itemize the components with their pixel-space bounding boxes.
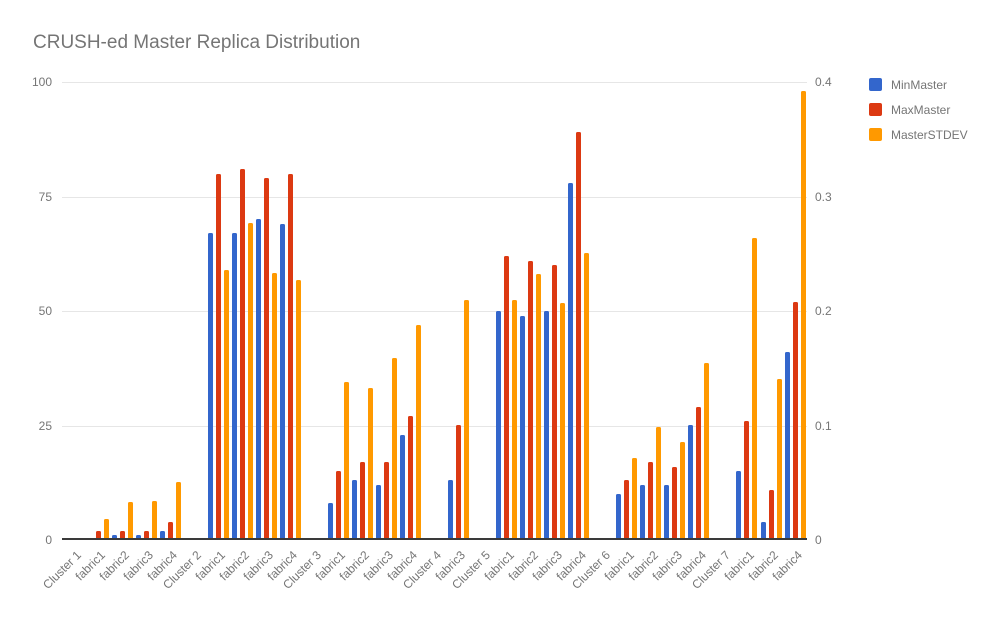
gridline-25	[62, 426, 807, 427]
bar-masterstdev-20[interactable]	[560, 303, 566, 540]
bar-masterstdev-28[interactable]	[752, 238, 758, 540]
bar-minmaster-26[interactable]	[688, 425, 694, 540]
bar-masterstdev-8[interactable]	[271, 273, 277, 540]
bar-maxmaster-24[interactable]	[648, 462, 654, 540]
bar-minmaster-13[interactable]	[375, 485, 381, 540]
right-axis-tick-label: 0.2	[815, 304, 832, 318]
bar-maxmaster-26[interactable]	[696, 407, 702, 540]
bar-minmaster-6[interactable]	[207, 233, 213, 540]
right-axis-tick-label: 0	[815, 533, 822, 547]
bar-maxmaster-14[interactable]	[408, 416, 413, 540]
bar-minmaster-18[interactable]	[496, 311, 502, 540]
gridline-100	[62, 82, 807, 83]
bar-maxmaster-16[interactable]	[456, 425, 461, 540]
bar-masterstdev-2[interactable]	[127, 502, 133, 540]
bar-masterstdev-7[interactable]	[247, 223, 253, 540]
legend-label: MasterSTDEV	[891, 127, 968, 142]
legend-label: MaxMaster	[891, 102, 951, 117]
bar-minmaster-9[interactable]	[279, 224, 285, 540]
legend-item-minmaster[interactable]: MinMaster	[869, 77, 968, 92]
gridline-0	[62, 538, 807, 540]
bar-minmaster-3[interactable]	[135, 535, 141, 540]
bar-masterstdev-18[interactable]	[512, 300, 518, 540]
bar-maxmaster-28[interactable]	[744, 421, 750, 540]
right-axis-tick-label: 0.4	[815, 75, 832, 89]
bar-minmaster-30[interactable]	[784, 352, 790, 540]
chart-title: CRUSH-ed Master Replica Distribution	[33, 32, 361, 53]
bar-masterstdev-25[interactable]	[680, 442, 686, 540]
legend: MinMaster MaxMaster MasterSTDEV	[869, 78, 968, 153]
right-axis-tick-label: 0.3	[815, 190, 832, 204]
bar-minmaster-8[interactable]	[255, 219, 261, 540]
bar-maxmaster-20[interactable]	[552, 265, 558, 540]
bar-masterstdev-24[interactable]	[656, 427, 662, 540]
bar-maxmaster-4[interactable]	[167, 522, 173, 540]
bar-masterstdev-21[interactable]	[584, 253, 590, 540]
bar-maxmaster-7[interactable]	[239, 169, 245, 540]
bar-maxmaster-21[interactable]	[576, 132, 582, 540]
bar-minmaster-24[interactable]	[640, 485, 646, 540]
bar-masterstdev-11[interactable]	[343, 382, 349, 540]
bar-maxmaster-19[interactable]	[528, 261, 534, 540]
bar-maxmaster-6[interactable]	[215, 174, 221, 540]
bar-masterstdev-19[interactable]	[536, 274, 542, 540]
legend-swatch-icon	[869, 128, 882, 141]
bar-masterstdev-26[interactable]	[704, 363, 710, 540]
bar-minmaster-21[interactable]	[568, 183, 574, 540]
bar-minmaster-28[interactable]	[736, 471, 742, 540]
bar-minmaster-25[interactable]	[664, 485, 670, 540]
bar-maxmaster-8[interactable]	[263, 178, 269, 540]
bar-maxmaster-25[interactable]	[672, 467, 678, 540]
left-axis-tick-label: 75	[38, 190, 52, 204]
legend-item-masterstdev[interactable]: MasterSTDEV	[869, 127, 968, 142]
bar-minmaster-12[interactable]	[351, 480, 357, 540]
bar-masterstdev-23[interactable]	[632, 458, 638, 540]
bar-maxmaster-12[interactable]	[359, 462, 365, 540]
bar-maxmaster-9[interactable]	[287, 174, 293, 540]
bar-maxmaster-23[interactable]	[624, 480, 630, 540]
bar-minmaster-23[interactable]	[616, 494, 622, 540]
left-axis-tick-label: 25	[38, 419, 52, 433]
bar-masterstdev-14[interactable]	[416, 325, 421, 540]
bar-masterstdev-12[interactable]	[367, 388, 373, 540]
gridline-75	[62, 197, 807, 198]
bar-minmaster-14[interactable]	[400, 435, 405, 540]
bar-masterstdev-29[interactable]	[776, 379, 782, 540]
bar-minmaster-7[interactable]	[231, 233, 237, 540]
bar-minmaster-29[interactable]	[760, 522, 766, 540]
bar-masterstdev-9[interactable]	[295, 280, 301, 540]
bar-minmaster-20[interactable]	[544, 311, 550, 540]
legend-label: MinMaster	[891, 77, 948, 92]
bar-maxmaster-13[interactable]	[383, 462, 389, 540]
bar-maxmaster-2[interactable]	[119, 531, 125, 540]
bar-minmaster-4[interactable]	[159, 531, 165, 540]
bar-masterstdev-6[interactable]	[223, 270, 229, 540]
bar-maxmaster-11[interactable]	[335, 471, 341, 540]
right-axis-tick-label: 0.1	[815, 419, 832, 433]
bar-minmaster-19[interactable]	[520, 316, 526, 540]
bar-minmaster-11[interactable]	[327, 503, 333, 540]
bar-maxmaster-30[interactable]	[792, 302, 798, 540]
bar-maxmaster-18[interactable]	[504, 256, 510, 540]
plot-area	[62, 82, 807, 540]
gridline-50	[62, 311, 807, 312]
bar-masterstdev-30[interactable]	[800, 91, 806, 540]
left-axis-tick-label: 0	[45, 533, 52, 547]
bar-masterstdev-3[interactable]	[151, 501, 157, 540]
bar-masterstdev-1[interactable]	[103, 519, 109, 540]
bar-maxmaster-29[interactable]	[768, 490, 774, 540]
left-axis-tick-label: 50	[38, 304, 52, 318]
legend-item-maxmaster[interactable]: MaxMaster	[869, 102, 968, 117]
legend-swatch-icon	[869, 78, 882, 91]
legend-swatch-icon	[869, 103, 882, 116]
bar-maxmaster-3[interactable]	[143, 531, 149, 540]
bar-masterstdev-13[interactable]	[391, 358, 397, 540]
bar-minmaster-16[interactable]	[448, 480, 453, 540]
left-axis-tick-label: 100	[31, 75, 52, 89]
bar-minmaster-2[interactable]	[111, 535, 117, 540]
bar-masterstdev-4[interactable]	[175, 482, 181, 540]
bar-maxmaster-1[interactable]	[95, 531, 101, 540]
bar-masterstdev-16[interactable]	[464, 300, 469, 540]
